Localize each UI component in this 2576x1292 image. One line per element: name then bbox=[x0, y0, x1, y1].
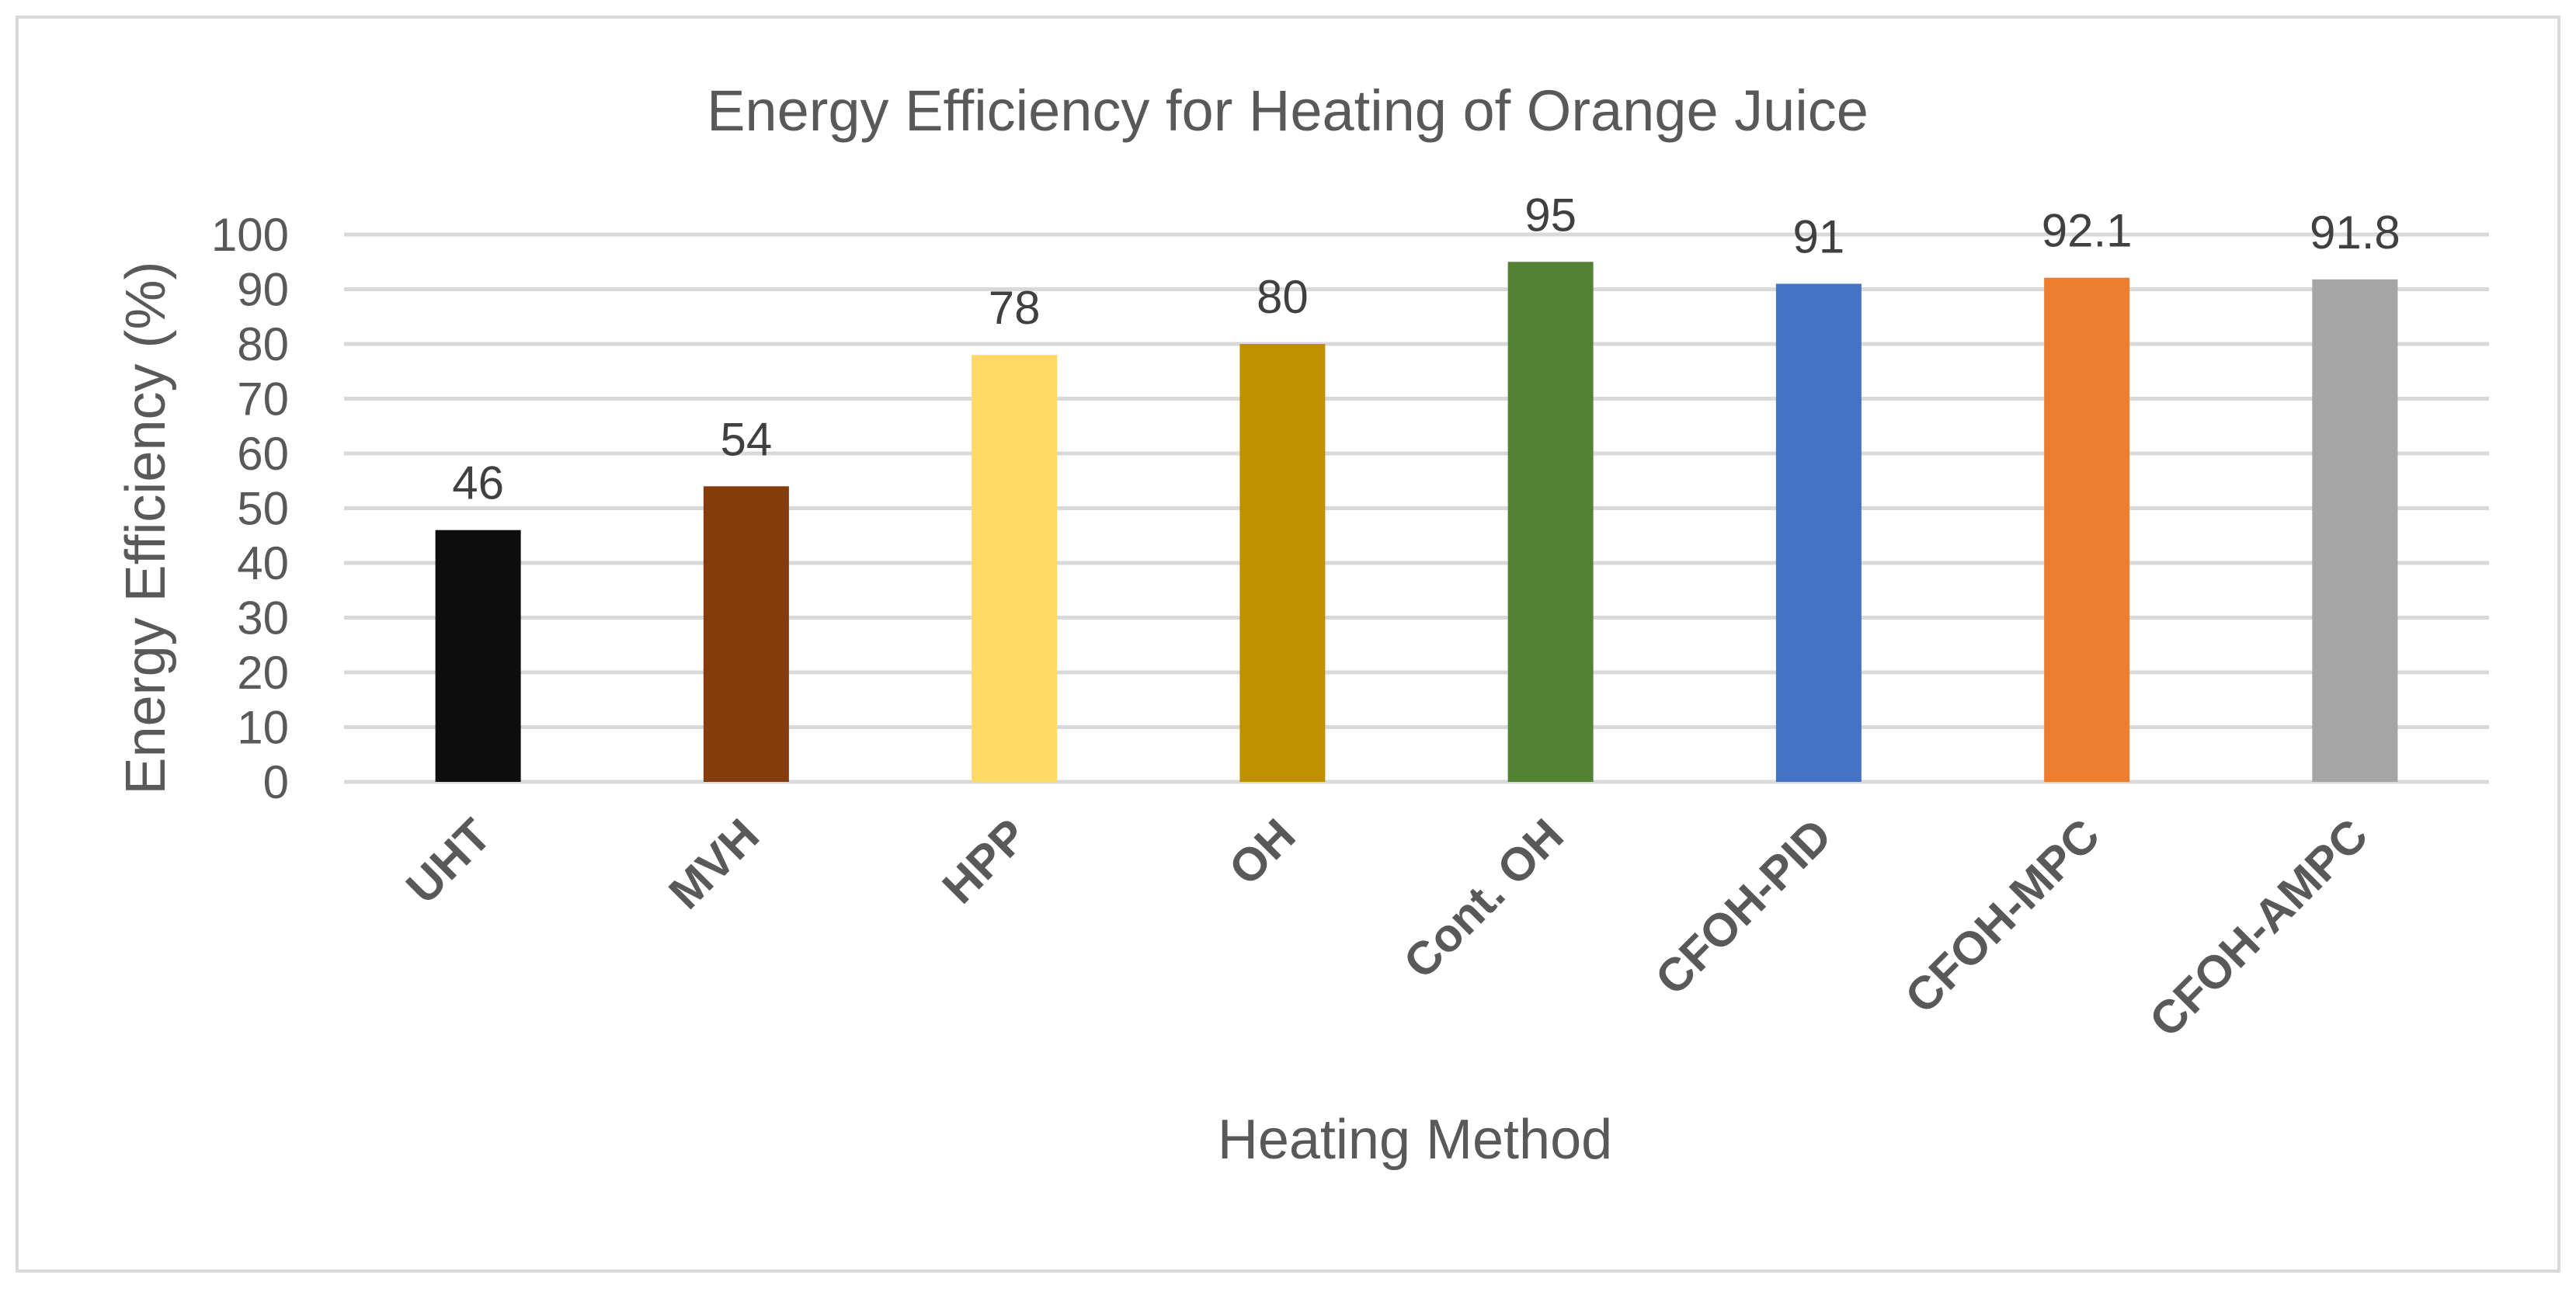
y-tick-label: 50 bbox=[237, 483, 289, 535]
gridlines bbox=[344, 232, 2489, 784]
data-label: 92.1 bbox=[2042, 205, 2133, 257]
y-tick-label: 20 bbox=[237, 647, 289, 699]
data-label: 46 bbox=[452, 457, 504, 509]
bar bbox=[1239, 344, 1326, 782]
data-labels: 46 54 78 80 95 91 92.1 91.8 bbox=[452, 189, 2400, 509]
bar bbox=[2312, 279, 2398, 782]
data-label: 95 bbox=[1524, 189, 1577, 241]
chart-title: Energy Efficiency for Heating of Orange … bbox=[707, 78, 1869, 143]
y-tick-label: 60 bbox=[237, 428, 289, 480]
y-tick-label: 90 bbox=[237, 264, 289, 316]
y-tick-label: 40 bbox=[237, 537, 289, 589]
y-tick-label: 80 bbox=[237, 318, 289, 370]
bars bbox=[435, 262, 2398, 783]
data-label: 54 bbox=[721, 413, 773, 465]
bar bbox=[435, 530, 521, 782]
bar bbox=[972, 355, 1058, 783]
data-label: 80 bbox=[1257, 271, 1309, 323]
data-label: 78 bbox=[989, 282, 1041, 334]
y-axis-title: Energy Efficiency (%) bbox=[115, 262, 177, 795]
data-label: 91 bbox=[1793, 210, 1845, 262]
bar bbox=[703, 486, 789, 782]
y-tick-label: 30 bbox=[237, 592, 289, 644]
x-axis-title: Heating Method bbox=[1218, 1109, 1612, 1171]
y-tick-label: 10 bbox=[237, 702, 289, 754]
y-tick-label: 100 bbox=[211, 209, 289, 261]
bar bbox=[2044, 277, 2130, 782]
data-label: 91.8 bbox=[2310, 207, 2400, 259]
y-tick-label: 70 bbox=[237, 373, 289, 425]
bar bbox=[1775, 283, 1862, 782]
bar bbox=[1507, 262, 1594, 782]
y-tick-label: 0 bbox=[263, 756, 289, 808]
